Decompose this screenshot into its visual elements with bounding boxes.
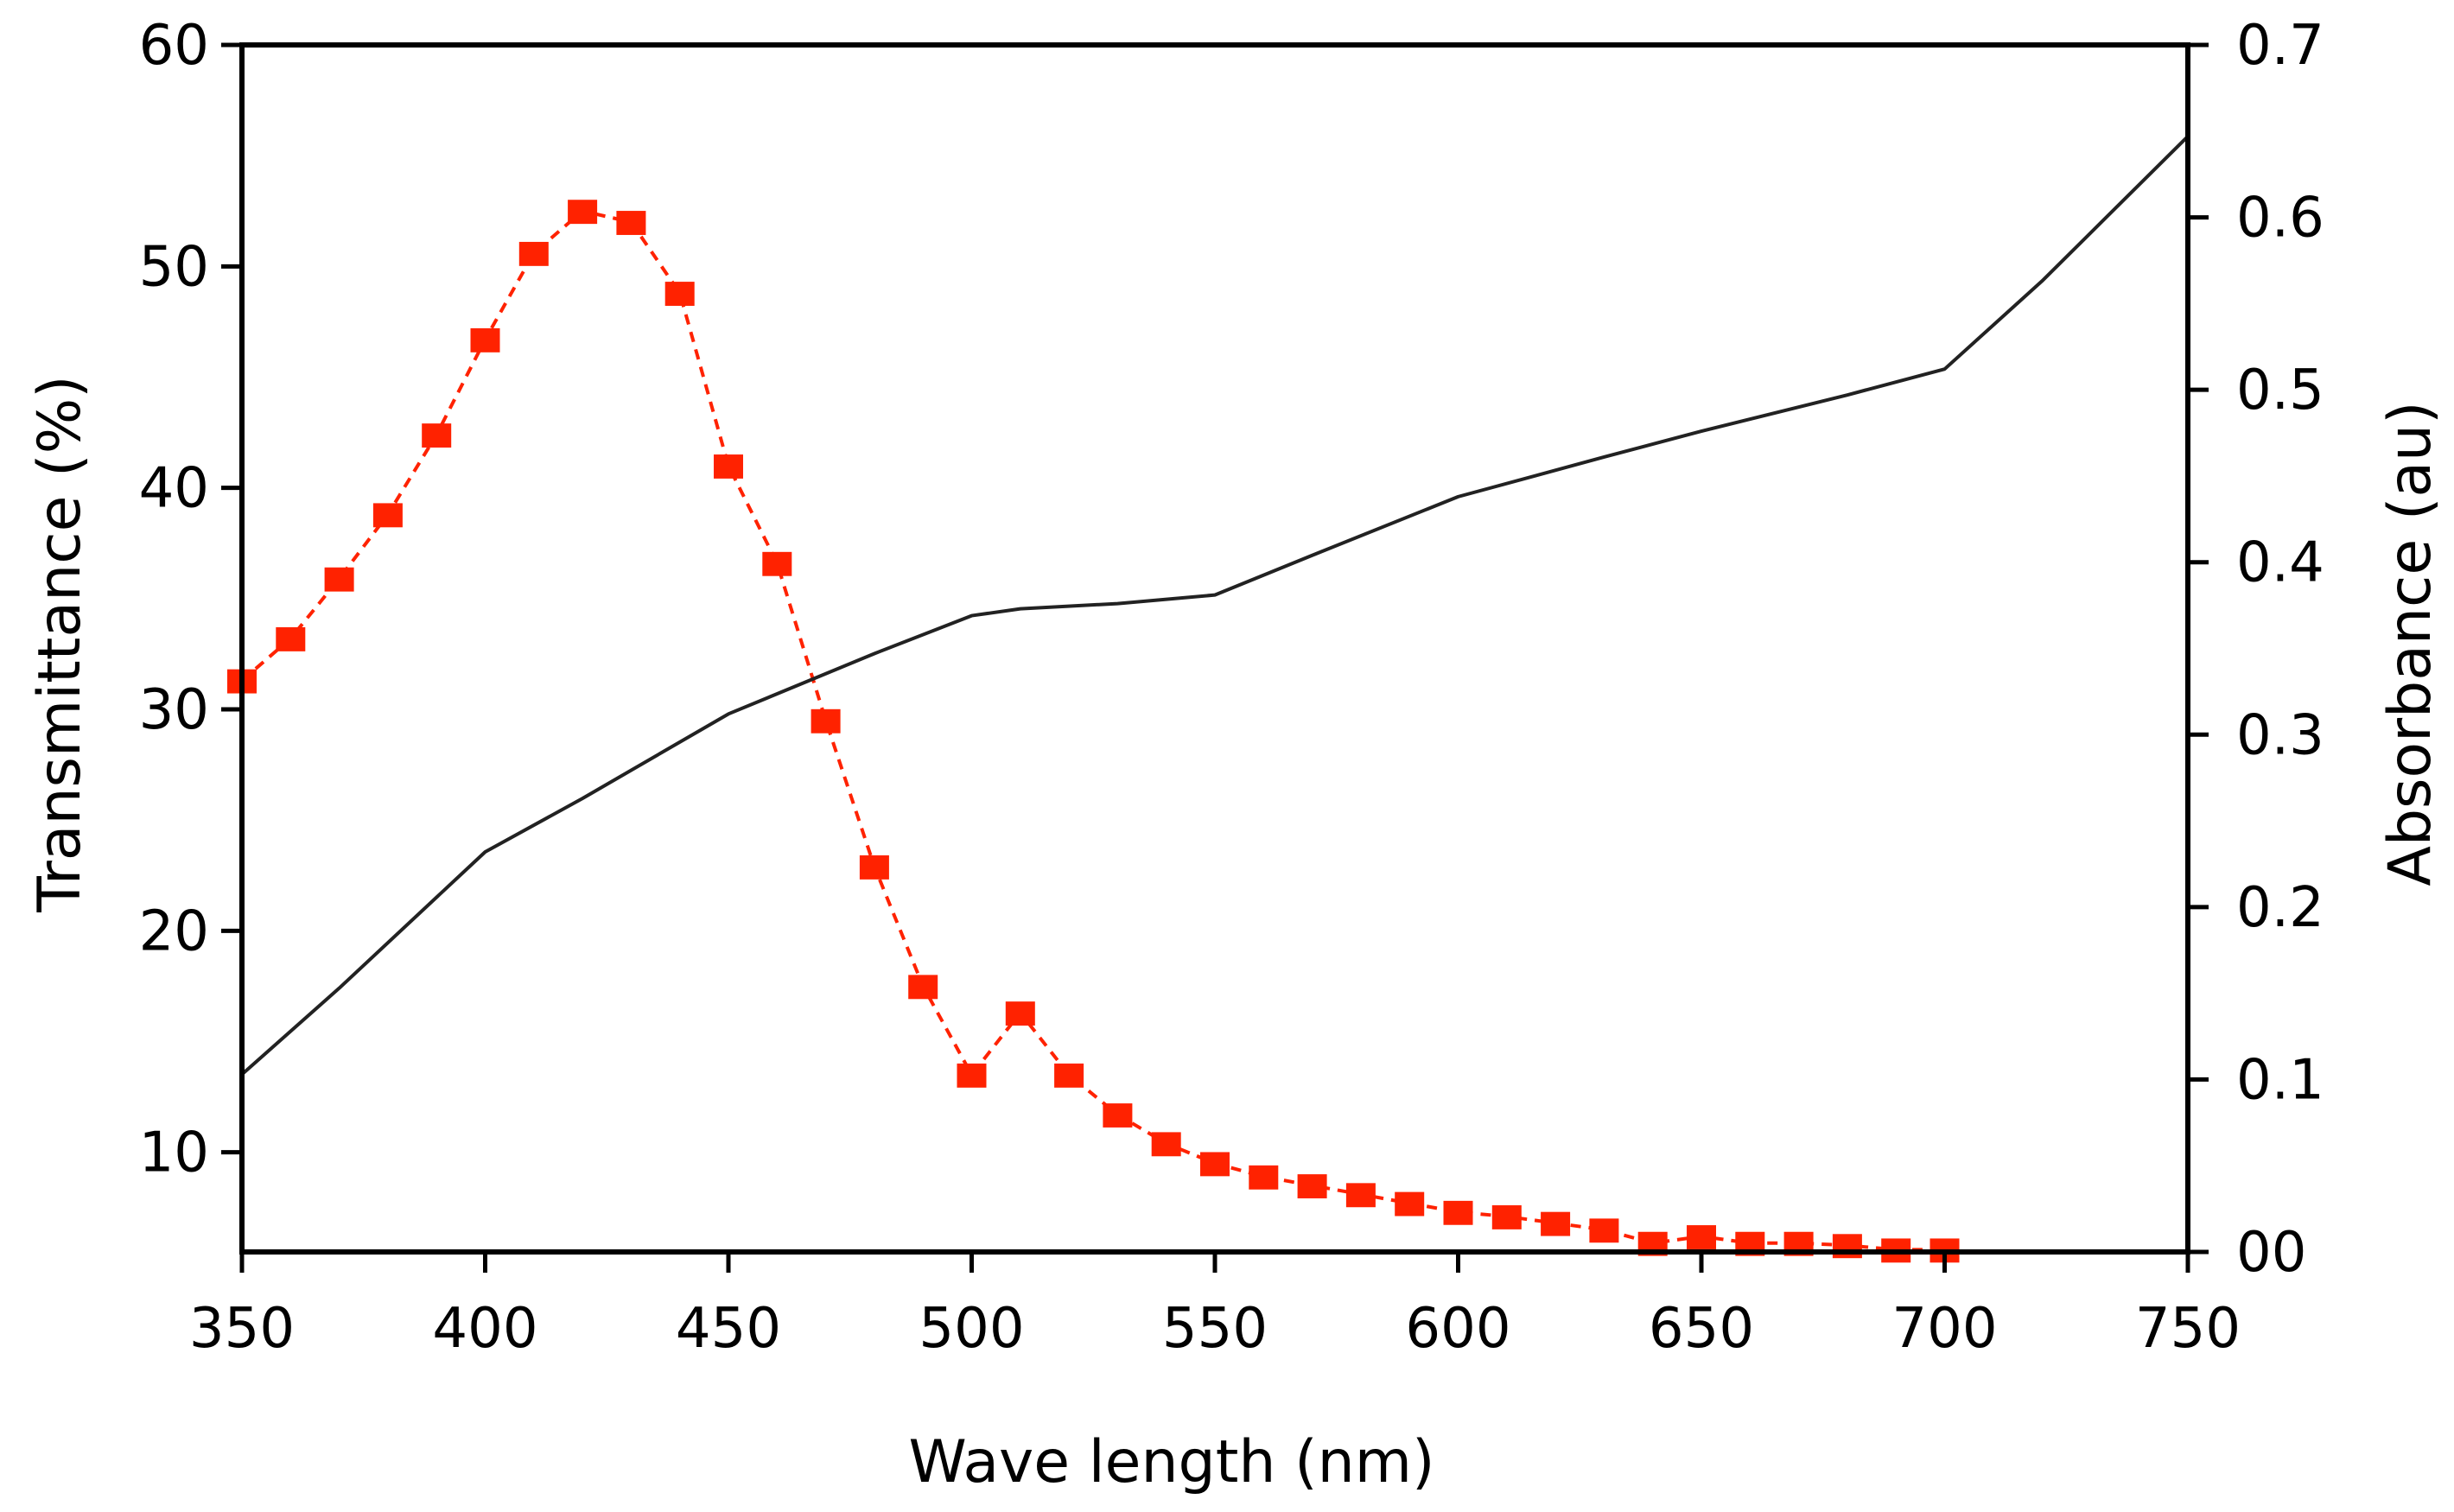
- transmittance-point: [1443, 1200, 1473, 1225]
- transmittance-point: [1687, 1225, 1716, 1249]
- x-axis-ticks: 350 400 450 500 550 600 650 700 750: [189, 1252, 2241, 1361]
- y-left-tick-label: 10: [139, 1121, 209, 1185]
- transmittance-point: [568, 200, 598, 225]
- y-right-tick-label: 0.6: [2236, 187, 2324, 251]
- y-left-tick-label: 40: [139, 457, 209, 521]
- x-tick-label: 550: [1162, 1297, 1268, 1361]
- y-right-tick-label: 0.3: [2236, 703, 2324, 767]
- y-right-tick-label: 0.7: [2236, 14, 2324, 78]
- transmittance-point: [957, 1063, 987, 1088]
- transmittance-point: [276, 626, 306, 651]
- transmittance-point: [1395, 1191, 1425, 1217]
- y-axis-left-title: Transmittance (%): [26, 375, 94, 912]
- transmittance-point: [1541, 1211, 1571, 1236]
- transmittance-point: [1054, 1063, 1084, 1088]
- transmittance-point: [1151, 1132, 1181, 1157]
- transmittance-point: [1345, 1183, 1376, 1208]
- plot-frame: [239, 42, 2190, 1252]
- y-left-tick-label: 60: [139, 14, 209, 78]
- x-tick-label: 650: [1649, 1297, 1754, 1361]
- transmittance-point: [1005, 1001, 1035, 1026]
- transmittance-line: [240, 209, 1945, 1252]
- x-axis-title: Wave length (nm): [908, 1428, 1434, 1496]
- x-tick-label: 500: [919, 1297, 1024, 1361]
- transmittance-point: [762, 551, 792, 576]
- y-right-tick-label: 0.4: [2236, 531, 2324, 595]
- x-tick-label: 450: [676, 1297, 781, 1361]
- transmittance-point: [1200, 1152, 1230, 1177]
- transmittance-point: [616, 211, 646, 235]
- y-axis-right-ticks: 00 0.1 0.2 0.3 0.4 0.5 0.6 0.7: [2188, 14, 2324, 1285]
- transmittance-point: [1832, 1234, 1862, 1259]
- absorbance-line: [240, 135, 2190, 1076]
- transmittance-point: [908, 975, 938, 1000]
- y-left-tick-label: 20: [139, 899, 209, 963]
- y-left-tick-label: 50: [139, 235, 209, 299]
- transmittance-point: [1589, 1218, 1619, 1243]
- transmittance-point: [1297, 1174, 1327, 1198]
- transmittance-point: [714, 454, 743, 479]
- y-axis-left-ticks: 10 20 30 40 50 60: [139, 14, 242, 1185]
- y-axis-right-title: Absorbance (au): [2376, 401, 2444, 886]
- x-tick-label: 350: [189, 1297, 295, 1361]
- y-right-tick-label: 0.2: [2236, 876, 2324, 940]
- series-transmittance: [227, 200, 1960, 1263]
- transmittance-point: [1491, 1204, 1522, 1229]
- transmittance-point: [422, 423, 452, 448]
- y-right-tick-label: 0.5: [2236, 359, 2324, 422]
- transmittance-point: [664, 282, 695, 306]
- plot-area: [227, 42, 2190, 1263]
- transmittance-point: [1249, 1165, 1279, 1190]
- y-right-tick-label: 00: [2236, 1221, 2306, 1285]
- transmittance-point: [372, 503, 403, 528]
- y-right-tick-label: 0.1: [2236, 1048, 2324, 1112]
- transmittance-point: [1103, 1103, 1133, 1128]
- x-tick-label: 750: [2135, 1297, 2241, 1361]
- series-absorbance: [240, 135, 2190, 1076]
- y-left-tick-label: 30: [139, 678, 209, 742]
- x-tick-label: 400: [432, 1297, 537, 1361]
- transmittance-point: [470, 327, 500, 353]
- x-tick-label: 700: [1891, 1297, 1997, 1361]
- transmittance-point: [811, 708, 841, 734]
- transmittance-point: [324, 567, 354, 592]
- x-tick-label: 600: [1405, 1297, 1510, 1361]
- transmittance-point: [518, 241, 549, 266]
- transmittance-point: [859, 854, 889, 880]
